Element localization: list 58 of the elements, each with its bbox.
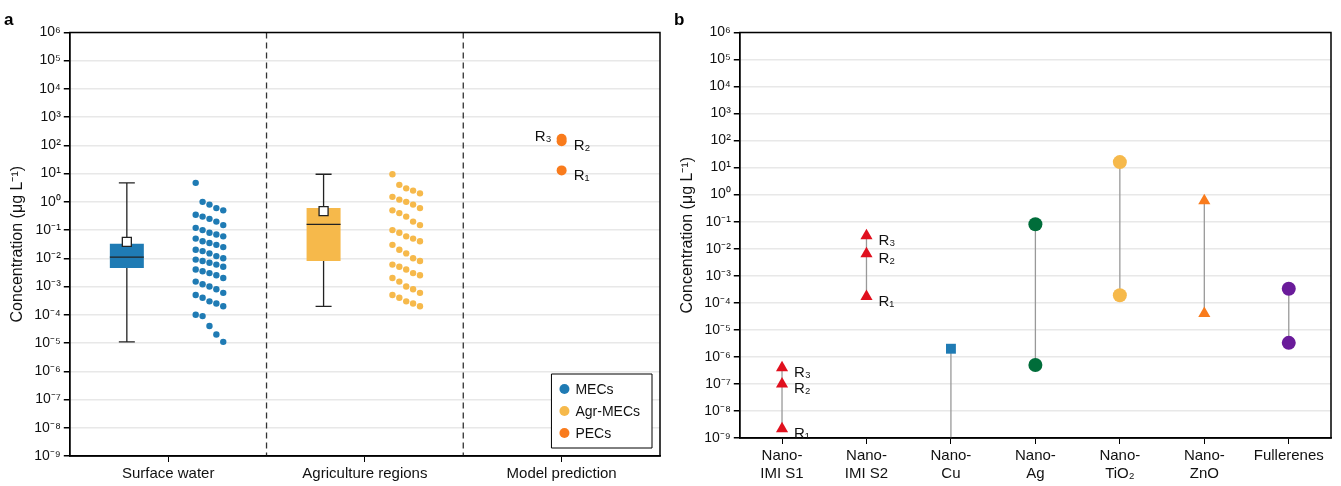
x-tick-label: Surface water <box>121 464 215 482</box>
x-tick-label: Nano-IMI S1 <box>760 446 804 482</box>
y-tick-label: 10⁴ <box>709 77 731 94</box>
y-tick-label: 10³ <box>710 104 732 121</box>
annotation: R₁ <box>878 291 895 309</box>
y-tick-label: 10⁻⁷ <box>35 390 61 407</box>
y-tick-label: 10⁻¹ <box>35 220 62 237</box>
y-tick-label: 10⁵ <box>709 50 731 67</box>
y-axis-title: Concentration (μg L⁻¹) <box>8 165 26 323</box>
x-tick-label: Nano-ZnO <box>1183 446 1225 482</box>
annotation: R₃ <box>794 362 811 380</box>
annotation: R₃ <box>534 126 552 144</box>
y-tick-label: 10⁻⁵ <box>34 333 61 350</box>
chart-title: a <box>4 9 14 29</box>
y-tick-label: 10⁻⁴ <box>704 293 731 310</box>
y-tick-label: 10⁻³ <box>705 266 732 283</box>
annotation: R₁ <box>794 423 810 441</box>
y-tick-label: 10⁰ <box>710 185 731 202</box>
annotation: R₂ <box>794 379 811 397</box>
x-tick-label: Nano-TiO₂ <box>1099 446 1141 482</box>
y-tick-label: 10⁶ <box>709 23 731 40</box>
y-tick-label: 10⁴ <box>39 79 61 96</box>
y-tick-label: 10⁶ <box>39 23 61 40</box>
y-tick-label: 10⁻⁸ <box>34 418 61 435</box>
y-tick-label: 10⁻⁶ <box>34 362 61 379</box>
y-tick-label: 10⁻¹ <box>705 212 732 229</box>
y-tick-label: 10⁻⁹ <box>704 428 731 445</box>
y-tick-label: 10⁻⁷ <box>705 374 731 391</box>
y-tick-label: 10⁵ <box>39 51 61 68</box>
y-tick-label: 10⁻² <box>35 249 62 266</box>
y-tick-label: 10² <box>710 131 732 148</box>
annotation: R₃ <box>878 230 896 248</box>
y-tick-label: 10⁻⁶ <box>704 347 731 364</box>
y-tick-label: 10⁻² <box>705 239 732 256</box>
y-tick-label: 10⁻⁵ <box>704 320 731 337</box>
y-axis-title: Concentration (μg L⁻¹) <box>678 156 696 314</box>
y-tick-label: 10¹ <box>40 164 62 181</box>
chart-title: b <box>674 9 685 29</box>
y-tick-label: 10⁻⁴ <box>34 305 61 322</box>
y-tick-label: 10⁻⁸ <box>704 401 731 418</box>
y-tick-label: 10⁰ <box>40 192 61 209</box>
annotation: R₁ <box>573 165 590 183</box>
x-tick-label: Agriculture regions <box>302 464 428 482</box>
y-tick-label: 10¹ <box>710 158 732 175</box>
x-tick-label: Nano-Cu <box>930 446 972 482</box>
x-tick-label: Nano-IMI S2 <box>844 446 889 482</box>
annotation: R₂ <box>878 248 896 266</box>
x-tick-label: Model prediction <box>506 464 617 482</box>
legend-label: MECs <box>575 380 614 397</box>
y-tick-label: 10⁻⁹ <box>34 446 61 463</box>
y-tick-label: 10³ <box>40 107 62 124</box>
y-tick-label: 10² <box>40 136 62 153</box>
annotation: R₂ <box>573 136 591 154</box>
y-tick-label: 10⁻³ <box>35 277 62 294</box>
legend-label: PECs <box>575 424 612 441</box>
legend-label: Agr-MECs <box>575 402 640 419</box>
x-tick-label: Fullerenes <box>1253 446 1324 464</box>
x-tick-label: Nano-Ag <box>1014 446 1056 482</box>
